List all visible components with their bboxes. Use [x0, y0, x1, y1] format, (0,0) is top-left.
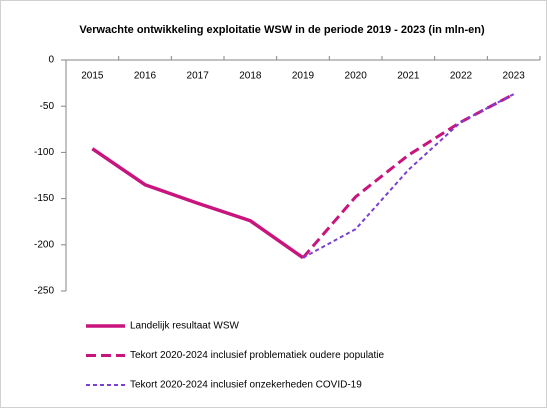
x-tick-label: 2017	[187, 71, 210, 82]
y-tick-label: -150	[34, 193, 54, 204]
y-tick-label: -200	[34, 239, 54, 250]
x-tick-label: 2015	[81, 71, 104, 82]
legend-label: Tekort 2020-2024 inclusief problematiek …	[130, 350, 384, 361]
series-line	[301, 92, 515, 259]
chart-title: Verwachte ontwikkeling exploitatie WSW i…	[79, 24, 485, 36]
y-tick-label: -50	[40, 101, 55, 112]
x-tick-label: 2023	[503, 71, 526, 82]
x-tick-label: 2020	[345, 71, 368, 82]
y-tick-label: -250	[34, 286, 54, 297]
legend-label: Landelijk resultaat WSW	[130, 321, 239, 332]
legend-label: Tekort 2020-2024 inclusief onzekerheden …	[130, 380, 362, 391]
y-tick-label: 0	[48, 55, 54, 66]
x-tick-label: 2018	[239, 71, 262, 82]
y-tick-label: -100	[34, 147, 54, 158]
x-tick-label: 2021	[397, 71, 420, 82]
x-tick-label: 2022	[450, 71, 473, 82]
series-line	[91, 147, 305, 260]
x-tick-label: 2019	[292, 71, 315, 82]
x-tick-label: 2016	[134, 71, 157, 82]
